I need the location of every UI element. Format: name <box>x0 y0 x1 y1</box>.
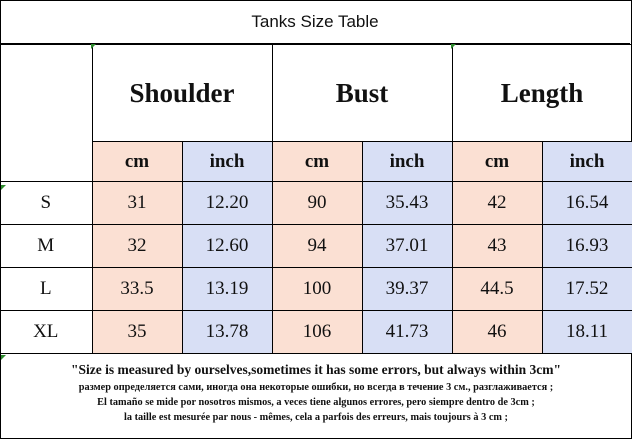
chart-title: Tanks Size Table <box>0 0 630 44</box>
bust-cm-cell: 106 <box>271 310 363 354</box>
length-inch-cell: 16.54 <box>541 181 632 225</box>
shoulder-inch-cell: 13.78 <box>181 310 273 354</box>
table-row: XL 35 13.78 106 41.73 46 18.11 <box>0 310 632 354</box>
unit-shoulder-cm: cm <box>91 141 183 182</box>
unit-length-cm: cm <box>451 141 543 182</box>
corner-marker <box>1 355 6 360</box>
corner-marker <box>91 44 96 49</box>
note-russian: размер определяется сами, иногда она нек… <box>78 382 554 393</box>
length-cm-cell: 43 <box>451 224 543 268</box>
length-cm-cell: 46 <box>451 310 543 354</box>
length-inch-cell: 16.93 <box>541 224 632 268</box>
length-cm-cell: 42 <box>451 181 543 225</box>
shoulder-inch-cell: 13.19 <box>181 267 273 311</box>
note-french: la taille est mesurée par nous - mêmes, … <box>124 412 508 423</box>
bust-cm-cell: 100 <box>271 267 363 311</box>
corner-marker <box>1 185 6 190</box>
table-row: S 31 12.20 90 35.43 42 16.54 <box>0 181 632 225</box>
shoulder-cm-cell: 35 <box>91 310 183 354</box>
bust-inch-cell: 35.43 <box>361 181 453 225</box>
note-spanish: El tamaño se mide por nosotros mismos, a… <box>97 397 535 408</box>
corner-marker <box>451 44 456 49</box>
bust-inch-cell: 37.01 <box>361 224 453 268</box>
unit-bust-cm: cm <box>271 141 363 182</box>
unit-length-inch: inch <box>541 141 632 182</box>
table-row: M 32 12.60 94 37.01 43 16.93 <box>0 224 632 268</box>
shoulder-cm-cell: 32 <box>91 224 183 268</box>
shoulder-inch-cell: 12.20 <box>181 181 273 225</box>
corner-cell <box>0 44 93 182</box>
bust-inch-cell: 39.37 <box>361 267 453 311</box>
table-row: L 33.5 13.19 100 39.37 44.5 17.52 <box>0 267 632 311</box>
shoulder-inch-cell: 12.60 <box>181 224 273 268</box>
size-label: L <box>0 267 93 311</box>
unit-bust-inch: inch <box>361 141 453 182</box>
header-bust: Bust <box>271 44 453 142</box>
size-label: S <box>0 181 93 225</box>
header-length: Length <box>451 44 632 142</box>
size-label: XL <box>0 310 93 354</box>
header-shoulder: Shoulder <box>91 44 273 142</box>
note-english: "Size is measured by ourselves,sometimes… <box>71 362 561 377</box>
length-inch-cell: 17.52 <box>541 267 632 311</box>
size-table: Shoulder Bust Length cm inch cm inch cm … <box>0 44 632 354</box>
size-label: M <box>0 224 93 268</box>
length-cm-cell: 44.5 <box>451 267 543 311</box>
unit-shoulder-inch: inch <box>181 141 273 182</box>
bust-cm-cell: 94 <box>271 224 363 268</box>
bust-cm-cell: 90 <box>271 181 363 225</box>
shoulder-cm-cell: 33.5 <box>91 267 183 311</box>
length-inch-cell: 18.11 <box>541 310 632 354</box>
measurement-notes: "Size is measured by ourselves,sometimes… <box>0 356 632 423</box>
shoulder-cm-cell: 31 <box>91 181 183 225</box>
bust-inch-cell: 41.73 <box>361 310 453 354</box>
